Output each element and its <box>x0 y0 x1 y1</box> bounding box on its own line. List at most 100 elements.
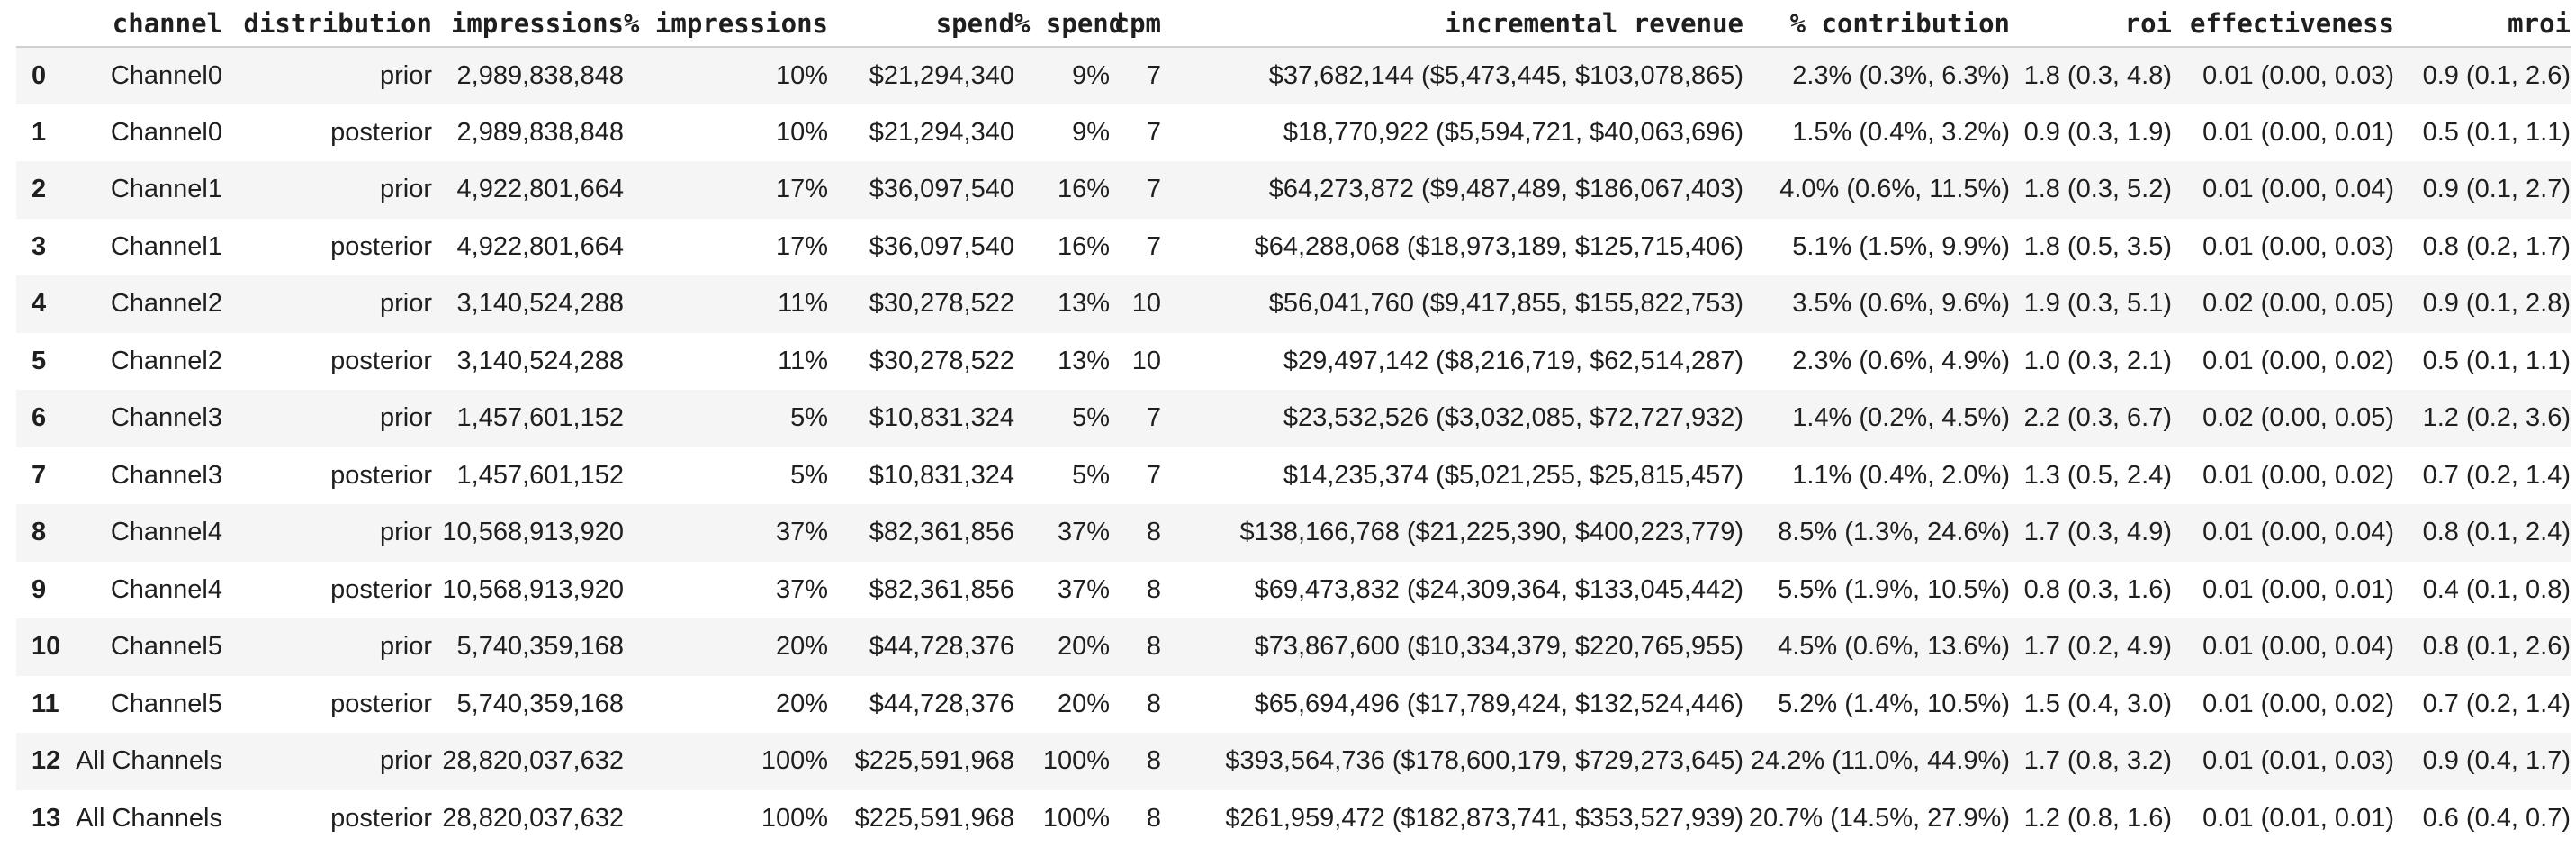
cell-spend: $44,728,376 <box>869 632 1014 662</box>
cell-incremental-revenue: $64,288,068 ($18,973,189, $125,715,406) <box>1254 231 1743 261</box>
cell-impressions: 20% <box>775 632 828 662</box>
cell-roi: 1.9 (0.3, 5.1) <box>2023 289 2172 319</box>
cell-contribution: 1.5% (0.4%, 3.2%) <box>1792 117 2010 147</box>
cell-incremental-revenue: $65,694,496 ($17,789,424, $132,524,446) <box>1254 689 1743 718</box>
row-index-cell: 4 <box>32 289 47 319</box>
cell-roi: 1.8 (0.3, 4.8) <box>2023 60 2172 90</box>
cell-effectiveness: 0.02 (0.00, 0.05) <box>2202 289 2394 319</box>
cell-cpm: 8 <box>1146 689 1161 718</box>
cell-incremental-revenue: $23,532,526 ($3,032,085, $72,727,932) <box>1283 403 1743 433</box>
cell-spend: 13% <box>1057 289 1110 319</box>
cell-impressions: 100% <box>761 803 828 833</box>
cell-distribution: prior <box>379 518 432 547</box>
cell-contribution: 24.2% (11.0%, 44.9%) <box>1750 746 2010 776</box>
column-header-index <box>16 0 56 48</box>
cell-mroi: 0.9 (0.4, 1.7) <box>2422 746 2571 776</box>
cell-channel: Channel4 <box>110 518 222 547</box>
cell-effectiveness: 0.01 (0.00, 0.04) <box>2202 518 2394 547</box>
column-header-effectiveness: effectiveness <box>2172 0 2394 48</box>
cell-channel: Channel4 <box>110 574 222 604</box>
cell-incremental-revenue: $393,564,736 ($178,600,179, $729,273,645… <box>1225 746 1743 776</box>
table-row: 1 Channel0 posterior 2,989,838,848 10% $21,29… <box>16 104 2571 161</box>
cell-cpm: 7 <box>1146 60 1161 90</box>
cell-incremental-revenue: $261,959,472 ($182,873,741, $353,527,939… <box>1225 803 1743 833</box>
column-header-mroi: mroi <box>2394 0 2571 48</box>
cell-channel: All Channels <box>76 803 222 833</box>
table-row: 12 All Channels prior 28,820,037,632 100% $22… <box>16 733 2571 790</box>
cell-impressions: 28,820,037,632 <box>442 803 624 833</box>
cell-distribution: posterior <box>330 117 432 147</box>
cell-spend: $82,361,856 <box>869 518 1014 547</box>
cell-impressions: 100% <box>761 746 828 776</box>
cell-incremental-revenue: $37,682,144 ($5,473,445, $103,078,865) <box>1268 60 1743 90</box>
cell-distribution: prior <box>379 60 432 90</box>
cell-effectiveness: 0.01 (0.00, 0.04) <box>2202 175 2394 204</box>
row-index-cell: 7 <box>32 460 47 490</box>
cell-impressions: 11% <box>778 346 828 375</box>
cell-spend: 100% <box>1042 803 1110 833</box>
cell-spend: 16% <box>1057 231 1110 261</box>
cell-cpm: 7 <box>1146 231 1161 261</box>
table-row: 13 All Channels posterior 28,820,037,632 100… <box>16 789 2571 847</box>
row-index-cell: 12 <box>32 746 61 776</box>
cell-roi: 0.9 (0.3, 1.9) <box>2023 117 2172 147</box>
cell-impressions: 4,922,801,664 <box>456 175 624 204</box>
cell-effectiveness: 0.01 (0.00, 0.01) <box>2202 574 2394 604</box>
row-index-cell: 11 <box>32 689 59 718</box>
table-row: 5 Channel2 posterior 3,140,524,288 11% $30,27… <box>16 332 2571 390</box>
cell-distribution: prior <box>379 289 432 319</box>
cell-channel: All Channels <box>76 746 222 776</box>
cell-mroi: 1.2 (0.2, 3.6) <box>2422 403 2571 433</box>
cell-distribution: prior <box>379 746 432 776</box>
column-header-impressions: % impressions <box>624 0 828 48</box>
cell-distribution: prior <box>379 632 432 662</box>
row-index-cell: 2 <box>32 175 47 204</box>
cell-mroi: 0.9 (0.1, 2.7) <box>2422 175 2571 204</box>
cell-impressions: 1,457,601,152 <box>456 460 624 490</box>
cell-cpm: 7 <box>1146 403 1161 433</box>
cell-cpm: 8 <box>1146 803 1161 833</box>
cell-effectiveness: 0.02 (0.00, 0.05) <box>2202 403 2394 433</box>
cell-mroi: 0.4 (0.1, 0.8) <box>2422 574 2571 604</box>
cell-incremental-revenue: $56,041,760 ($9,417,855, $155,822,753) <box>1268 289 1743 319</box>
cell-spend: 5% <box>1072 460 1110 490</box>
cell-distribution: posterior <box>330 231 432 261</box>
cell-channel: Channel5 <box>110 632 222 662</box>
cell-spend: $21,294,340 <box>869 117 1014 147</box>
cell-contribution: 4.5% (0.6%, 13.6%) <box>1778 632 2010 662</box>
cell-cpm: 7 <box>1146 175 1161 204</box>
table-header: channel distribution impressions% impressi… <box>16 0 2571 48</box>
table-row: 9 Channel4 posterior 10,568,913,920 37% $82,3… <box>16 561 2571 618</box>
cell-impressions: 3,140,524,288 <box>456 289 624 319</box>
cell-impressions: 1,457,601,152 <box>456 403 624 433</box>
cell-impressions: 17% <box>775 231 828 261</box>
cell-mroi: 0.8 (0.1, 2.4) <box>2422 518 2571 547</box>
cell-impressions: 17% <box>775 175 828 204</box>
cell-distribution: posterior <box>330 460 432 490</box>
cell-spend: 13% <box>1057 346 1110 375</box>
cell-channel: Channel3 <box>110 460 222 490</box>
cell-impressions: 20% <box>775 689 828 718</box>
cell-spend: 20% <box>1057 632 1110 662</box>
cell-impressions: 5% <box>790 403 828 433</box>
cell-incremental-revenue: $64,273,872 ($9,487,489, $186,067,403) <box>1268 175 1743 204</box>
row-index-cell: 13 <box>32 803 61 833</box>
cell-impressions: 5,740,359,168 <box>456 689 624 718</box>
cell-impressions: 3,140,524,288 <box>456 346 624 375</box>
column-header-contribution: % contribution <box>1743 0 2010 48</box>
cell-mroi: 0.8 (0.2, 1.7) <box>2422 231 2571 261</box>
cell-incremental-revenue: $18,770,922 ($5,594,721, $40,063,696) <box>1283 117 1743 147</box>
cell-distribution: posterior <box>330 346 432 375</box>
cell-spend: 16% <box>1057 175 1110 204</box>
cell-impressions: 5% <box>790 460 828 490</box>
cell-contribution: 1.4% (0.2%, 4.5%) <box>1792 403 2010 433</box>
cell-roi: 1.8 (0.3, 5.2) <box>2023 175 2172 204</box>
cell-roi: 1.8 (0.5, 3.5) <box>2023 231 2172 261</box>
cell-impressions: 10% <box>775 117 828 147</box>
cell-impressions: 10% <box>775 60 828 90</box>
cell-roi: 1.7 (0.3, 4.9) <box>2023 518 2172 547</box>
cell-roi: 2.2 (0.3, 6.7) <box>2023 403 2172 433</box>
cell-effectiveness: 0.01 (0.00, 0.03) <box>2202 60 2394 90</box>
cell-cpm: 10 <box>1131 289 1161 319</box>
